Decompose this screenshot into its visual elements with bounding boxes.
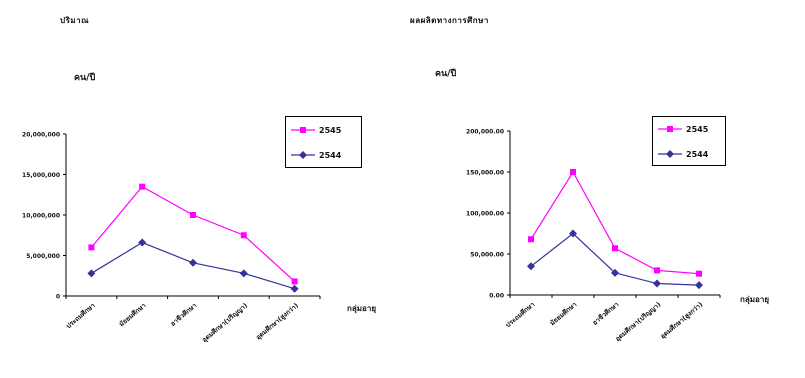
- data-point: [291, 278, 298, 285]
- series-line: [530, 170, 700, 275]
- chart-header: ปริมาณ: [60, 16, 90, 25]
- y-tick-label: 5,000,000: [26, 253, 60, 260]
- legend-item: 2545: [657, 123, 708, 135]
- data-point: [528, 236, 534, 243]
- y-tick-label: 15,000,000: [22, 172, 60, 179]
- y-tick-label: 0: [56, 294, 60, 301]
- data-point: [695, 281, 703, 290]
- legend-label: 2545: [319, 125, 342, 135]
- x-axis-label: กลุ่มอายุ: [347, 304, 377, 313]
- chart-plot-area: 0 5,000,000 10,000,000 15,000,000 20,000,000…: [22, 132, 321, 344]
- chart-right: ผลผลิตทางการศึกษา คน/ปี 0.00 50,000.00 100…: [400, 0, 805, 378]
- x-tick-label: อุดมศึกษา(สูงกว่า): [659, 300, 705, 341]
- data-point: [654, 267, 660, 274]
- y-tick-label: 20,000,000: [22, 132, 60, 139]
- data-point: [87, 269, 96, 278]
- legend-swatch: [291, 127, 315, 133]
- series-line: [90, 185, 296, 282]
- y-unit-label: คน/ปี: [435, 69, 457, 79]
- y-tick-label: 50,000.00: [470, 252, 504, 259]
- legend-item: 2545: [290, 124, 341, 136]
- chart-plot-area: 0.00 50,000.00 100,000.00 150,000.00 200,000…: [466, 129, 721, 343]
- data-point: [527, 262, 535, 271]
- data-point: [653, 279, 661, 288]
- x-tick-label: อาชีวศึกษา: [169, 301, 199, 328]
- x-tick-label: ประถมศึกษา: [504, 300, 536, 329]
- data-point: [88, 244, 95, 251]
- legend-label: 2544: [319, 150, 342, 160]
- legend-swatch: [658, 126, 682, 132]
- y-tick-label: 200,000.00: [466, 129, 504, 136]
- x-tick-label: อาชีวศึกษา: [591, 300, 621, 327]
- y-tick-label: 100,000.00: [466, 211, 504, 218]
- y-unit-label: คน/ปี: [74, 73, 96, 83]
- data-point: [611, 268, 619, 277]
- legend-item: 2544: [290, 149, 341, 161]
- x-tick-label: อุดมศึกษา(ปริญญา): [614, 300, 663, 343]
- legend-swatch: [291, 151, 315, 159]
- chart-left: ปริมาณ คน/ปี 0 5,000,000 10,000,000 15,000,…: [0, 0, 400, 378]
- data-point: [290, 284, 299, 293]
- x-axis-label: กลุ่มอายุ: [740, 295, 770, 304]
- x-tick-label: อุดมศึกษา(ปริญญา): [201, 301, 250, 344]
- data-point: [139, 183, 146, 190]
- data-point: [240, 232, 247, 239]
- x-tick-label: มัธยมศึกษา: [548, 300, 578, 327]
- x-tick-label: ประถมศึกษา: [64, 301, 96, 330]
- series-line: [530, 232, 700, 286]
- legend-item: 2544: [657, 148, 708, 160]
- chart-header: ผลผลิตทางการศึกษา: [410, 16, 489, 25]
- data-point: [569, 229, 577, 238]
- data-point: [696, 270, 702, 277]
- y-tick-label: 150,000.00: [466, 170, 504, 177]
- data-point: [612, 245, 618, 252]
- data-point: [239, 269, 248, 278]
- data-point: [138, 238, 147, 247]
- x-tick-label: อุดมศึกษา(สูงกว่า): [254, 301, 300, 342]
- x-tick-label: มัธยมศึกษา: [118, 301, 148, 328]
- legend-swatch: [658, 150, 682, 158]
- legend: 2545 2544: [652, 116, 726, 166]
- data-point: [570, 169, 576, 175]
- data-point: [190, 212, 196, 218]
- legend-label: 2544: [686, 149, 709, 159]
- data-point: [189, 258, 197, 267]
- y-tick-label: 0.00: [489, 293, 504, 300]
- legend-label: 2545: [686, 124, 709, 134]
- y-tick-label: 10,000,000: [22, 213, 60, 220]
- legend: 2545 2544: [285, 116, 362, 168]
